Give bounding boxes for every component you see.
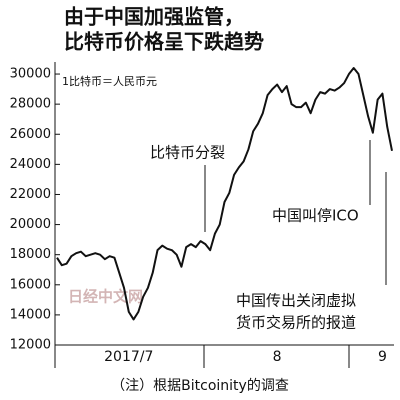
y-tick-label: 26000: [10, 127, 51, 142]
watermark: 日经中文网: [68, 288, 143, 306]
unit-note: 1比特币＝人民币元: [62, 74, 157, 88]
y-tick-label: 20000: [10, 217, 51, 232]
x-tick-label: 9: [378, 349, 387, 365]
source-note: （注）根据Bitcoinity的调查: [111, 378, 289, 394]
y-tick-label: 16000: [10, 277, 51, 292]
y-tick-label: 12000: [10, 338, 51, 353]
annotation: 比特币分裂: [150, 144, 225, 162]
annotation: 中国叫停ICO: [272, 207, 359, 225]
y-tick-label: 30000: [10, 67, 51, 82]
x-tick-label: 8: [273, 349, 282, 365]
annotation: 货币交易所的报道: [236, 314, 356, 332]
chart-title: 比特币价格呈下跌趋势: [64, 30, 264, 54]
data-line: [56, 67, 393, 321]
y-tick-label: 18000: [10, 247, 51, 262]
y-tick-label: 28000: [10, 97, 51, 112]
annotation: 中国传出关闭虚拟: [236, 292, 356, 310]
y-tick-label: 14000: [10, 307, 51, 322]
y-tick-label: 22000: [10, 187, 51, 202]
x-tick-label: 2017/7: [104, 349, 153, 365]
y-tick-label: 24000: [10, 157, 51, 172]
chart-title: 由于中国加强监管，: [64, 5, 244, 29]
